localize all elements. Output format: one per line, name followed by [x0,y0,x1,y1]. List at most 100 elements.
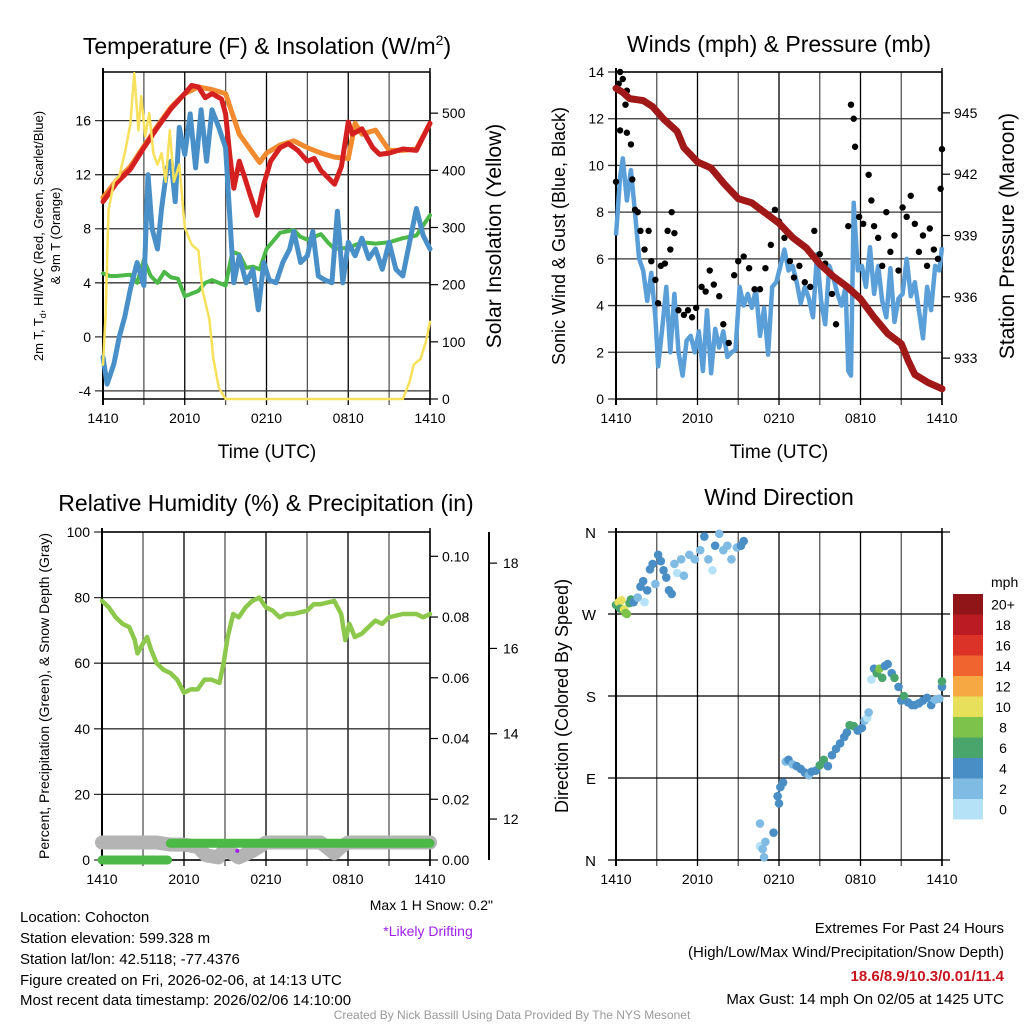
y-left-tick-label: 0 [83,329,91,345]
gust-point [616,68,624,76]
colorbar-swatch [953,758,983,779]
wind-direction-point [773,791,782,801]
gust-point [845,222,852,230]
y-left-tick-label: 40 [74,721,90,737]
colorbar-swatch [953,635,983,656]
x-tick-label: 0210 [251,410,282,426]
wind-direction-point [769,828,778,837]
x-tick-label: 0810 [845,410,876,426]
y-left-tick-label: 6 [596,251,604,267]
station-location: Location: Cohocton [20,909,149,926]
wind-direction-point [739,536,748,546]
direction-tick-label: W [582,607,597,624]
x-tick-label: 0210 [763,871,794,887]
direction-ylabel-left: Direction (Colored By Speed) [552,579,572,813]
wind-direction-point [890,673,899,683]
wind-direction-point [659,565,668,575]
wind-direction-point [867,675,876,684]
recent-data-timestamp: Most recent data timestamp: 2026/02/06 1… [20,992,351,1009]
snow-axis-tick-label: 18 [503,555,519,571]
wind-direction-point [708,565,717,575]
y-left-tick-label: 0 [82,852,90,868]
credit-footer: Created By Nick Bassill Using Data Provi… [334,1008,691,1022]
colorbar-swatch [953,717,983,738]
gust-point [730,272,738,279]
direction-tick-label: N [585,853,596,870]
gust-point [720,321,727,328]
station-elevation: Station elevation: 599.328 m [20,930,210,947]
gust-point [675,307,682,314]
gust-point [745,265,753,272]
y-left-tick-label: 12 [75,167,91,183]
gust-point [710,281,717,288]
gust-point [619,75,626,83]
wind-direction-point [710,541,720,550]
colorbar-swatch [953,799,983,820]
colorbar-swatch [953,696,983,717]
x-tick-label: 0810 [333,410,364,426]
gust-point [612,178,620,185]
wind-direction-point [761,837,770,847]
gust-point [671,229,678,237]
temperature-panel-title: Temperature (F) & Insolation (W/m2) [83,32,451,59]
wind-direction-point [640,597,649,607]
y-left-tick-label: 4 [83,275,91,291]
y-left-tick-label: 2 [596,344,604,360]
y-right-tick-label: 939 [954,228,978,244]
gust-point [668,208,675,216]
gust-point [623,129,631,136]
y-left-tick-label: 60 [74,655,90,671]
direction-panel-title: Wind Direction [704,484,854,510]
gust-point [938,145,946,153]
gust-point [847,101,855,108]
gust-point [907,192,914,199]
colorbar-label: 8 [999,719,1007,735]
gust-point [899,204,906,211]
y-left-tick-label: 0 [596,391,604,407]
gust-point [832,321,840,328]
wind-direction-point [883,659,892,669]
colorbar-label: 16 [995,637,1011,653]
gust-point [654,300,662,307]
wind-direction-point [922,693,932,703]
gust-point [796,262,803,270]
gust-point [661,260,669,267]
x-tick-label: 0210 [763,410,794,426]
x-tick-label: 1410 [600,410,631,426]
station-pressure-line [612,84,946,393]
gust-point [895,267,902,274]
extremes-values: 18.6/8.9/10.3/0.01/11.4 [851,968,1005,985]
wind-direction-point [648,559,657,569]
wind-direction-point [723,541,732,550]
winds-panel-title: Winds (mph) & Pressure (mb) [627,31,931,57]
colorbar-label: 14 [995,658,1011,674]
colorbar-label: 20+ [991,596,1015,612]
gust-point [816,250,823,258]
gust-point [627,141,635,148]
y-right-tick-label: 0.04 [442,731,469,747]
y-right-tick-label: 100 [442,334,466,350]
gust-point [860,220,867,228]
gust-point [680,311,688,319]
wind-direction-point [642,586,652,595]
gust-point [874,234,882,242]
wind-direction-point [651,579,660,589]
y-left-tick-label: 12 [588,111,604,127]
wind-direction-point [899,691,909,701]
y-left-tick-label: 10 [588,157,604,173]
wind-direction-point [864,708,873,717]
colorbar-label: 2 [999,781,1007,797]
x-tick-label: 1410 [414,871,445,887]
y-right-tick-label: 300 [442,219,466,235]
colorbar-title: mph [991,574,1018,590]
gust-point [692,304,700,312]
colorbar-swatch [953,614,983,635]
colorbar-swatch [953,737,983,758]
wind-direction-point [633,593,643,602]
y-left-tick-label: 8 [83,221,91,237]
x-tick-label: 2010 [168,871,199,887]
wind-direction-point [774,799,784,808]
wind-direction-point [755,819,765,828]
winds-panel: 1410 2010 0210 0810 1410 0 2 4 6 8 10 12 14 933 936 939… [588,64,977,426]
